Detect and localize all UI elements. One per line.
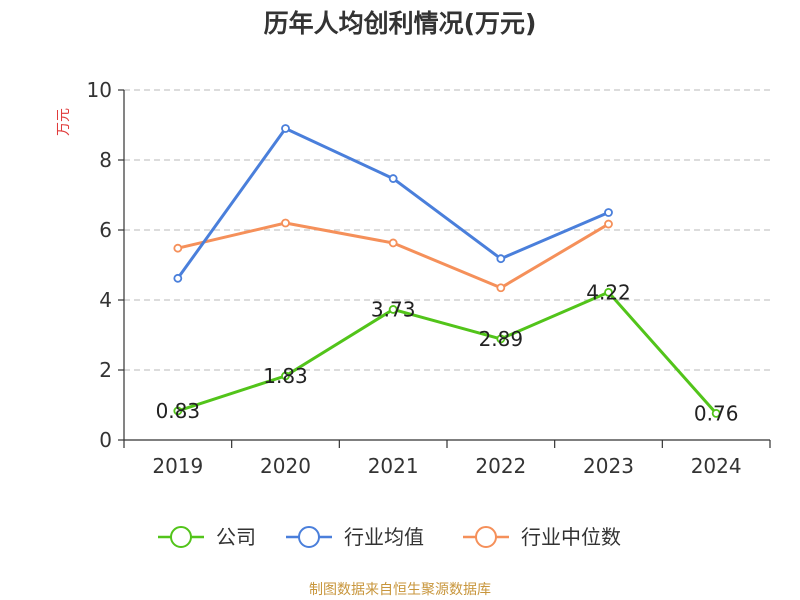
source-note: 制图数据来自恒生聚源数据库 <box>309 582 491 598</box>
point-s1-2023 <box>604 208 613 217</box>
legend-label-0: 公司 <box>216 525 256 549</box>
data-label-2021: 3.73 <box>371 297 416 321</box>
x-tick-label-2019: 2019 <box>152 454 203 478</box>
x-tick-label-2022: 2022 <box>475 454 526 478</box>
legend-marker-1 <box>298 526 320 548</box>
series-line-0 <box>177 290 718 415</box>
legend: 公司 行业均值 行业中位数 <box>158 525 621 549</box>
y-axis-label: 万元 <box>56 108 72 136</box>
point-s0-2024 <box>711 408 721 418</box>
point-s2-2020 <box>281 218 290 228</box>
series-layer <box>173 124 721 418</box>
x-tick-label-2023: 2023 <box>583 454 634 478</box>
legend-label-1: 行业均值 <box>344 525 424 549</box>
data-label-2023: 4.22 <box>586 280 631 304</box>
legend-marker-2 <box>475 526 497 548</box>
y-tick-label-2: 4 <box>99 288 112 312</box>
y-tick-label-0: 0 <box>99 428 112 452</box>
point-s1-2022 <box>496 254 506 264</box>
x-tick-label-2021: 2021 <box>368 454 419 478</box>
data-label-2024: 0.76 <box>694 401 739 425</box>
chart-title: 历年人均创利情况(万元) <box>264 9 537 38</box>
data-label-2019: 0.83 <box>156 399 201 423</box>
y-tick-label-5: 10 <box>87 78 112 102</box>
grid-lines <box>124 89 770 371</box>
legend-marker-0 <box>170 526 192 548</box>
point-s1-2019 <box>173 273 183 283</box>
y-tick-label-3: 6 <box>99 218 112 242</box>
y-tick-label-1: 2 <box>99 358 112 382</box>
point-s0-2021 <box>388 305 398 314</box>
data-labels: 0.83 1.83 3.73 2.89 4.22 0.76 <box>156 280 739 425</box>
axes: 0 2 4 6 8 10 2019 2020 2021 2022 2023 2024 <box>87 78 771 478</box>
point-s0-2022 <box>496 334 506 344</box>
data-label-2022: 2.89 <box>479 327 524 351</box>
point-s2-2019 <box>173 243 183 253</box>
point-s0-2023 <box>604 287 613 297</box>
series-line-1 <box>176 127 610 280</box>
point-s1-2020 <box>281 124 290 133</box>
point-s2-2023 <box>604 219 613 229</box>
y-tick-label-4: 8 <box>99 148 112 172</box>
point-s0-2020 <box>281 371 290 381</box>
data-label-2020: 1.83 <box>263 364 308 388</box>
series-line-2 <box>177 221 610 290</box>
point-s2-2022 <box>496 283 506 293</box>
point-s0-2019 <box>173 406 183 416</box>
legend-label-2: 行业中位数 <box>521 525 621 549</box>
point-s2-2021 <box>388 238 398 248</box>
point-s1-2021 <box>388 174 398 183</box>
x-tick-label-2020: 2020 <box>260 454 311 478</box>
x-tick-label-2024: 2024 <box>691 454 742 478</box>
